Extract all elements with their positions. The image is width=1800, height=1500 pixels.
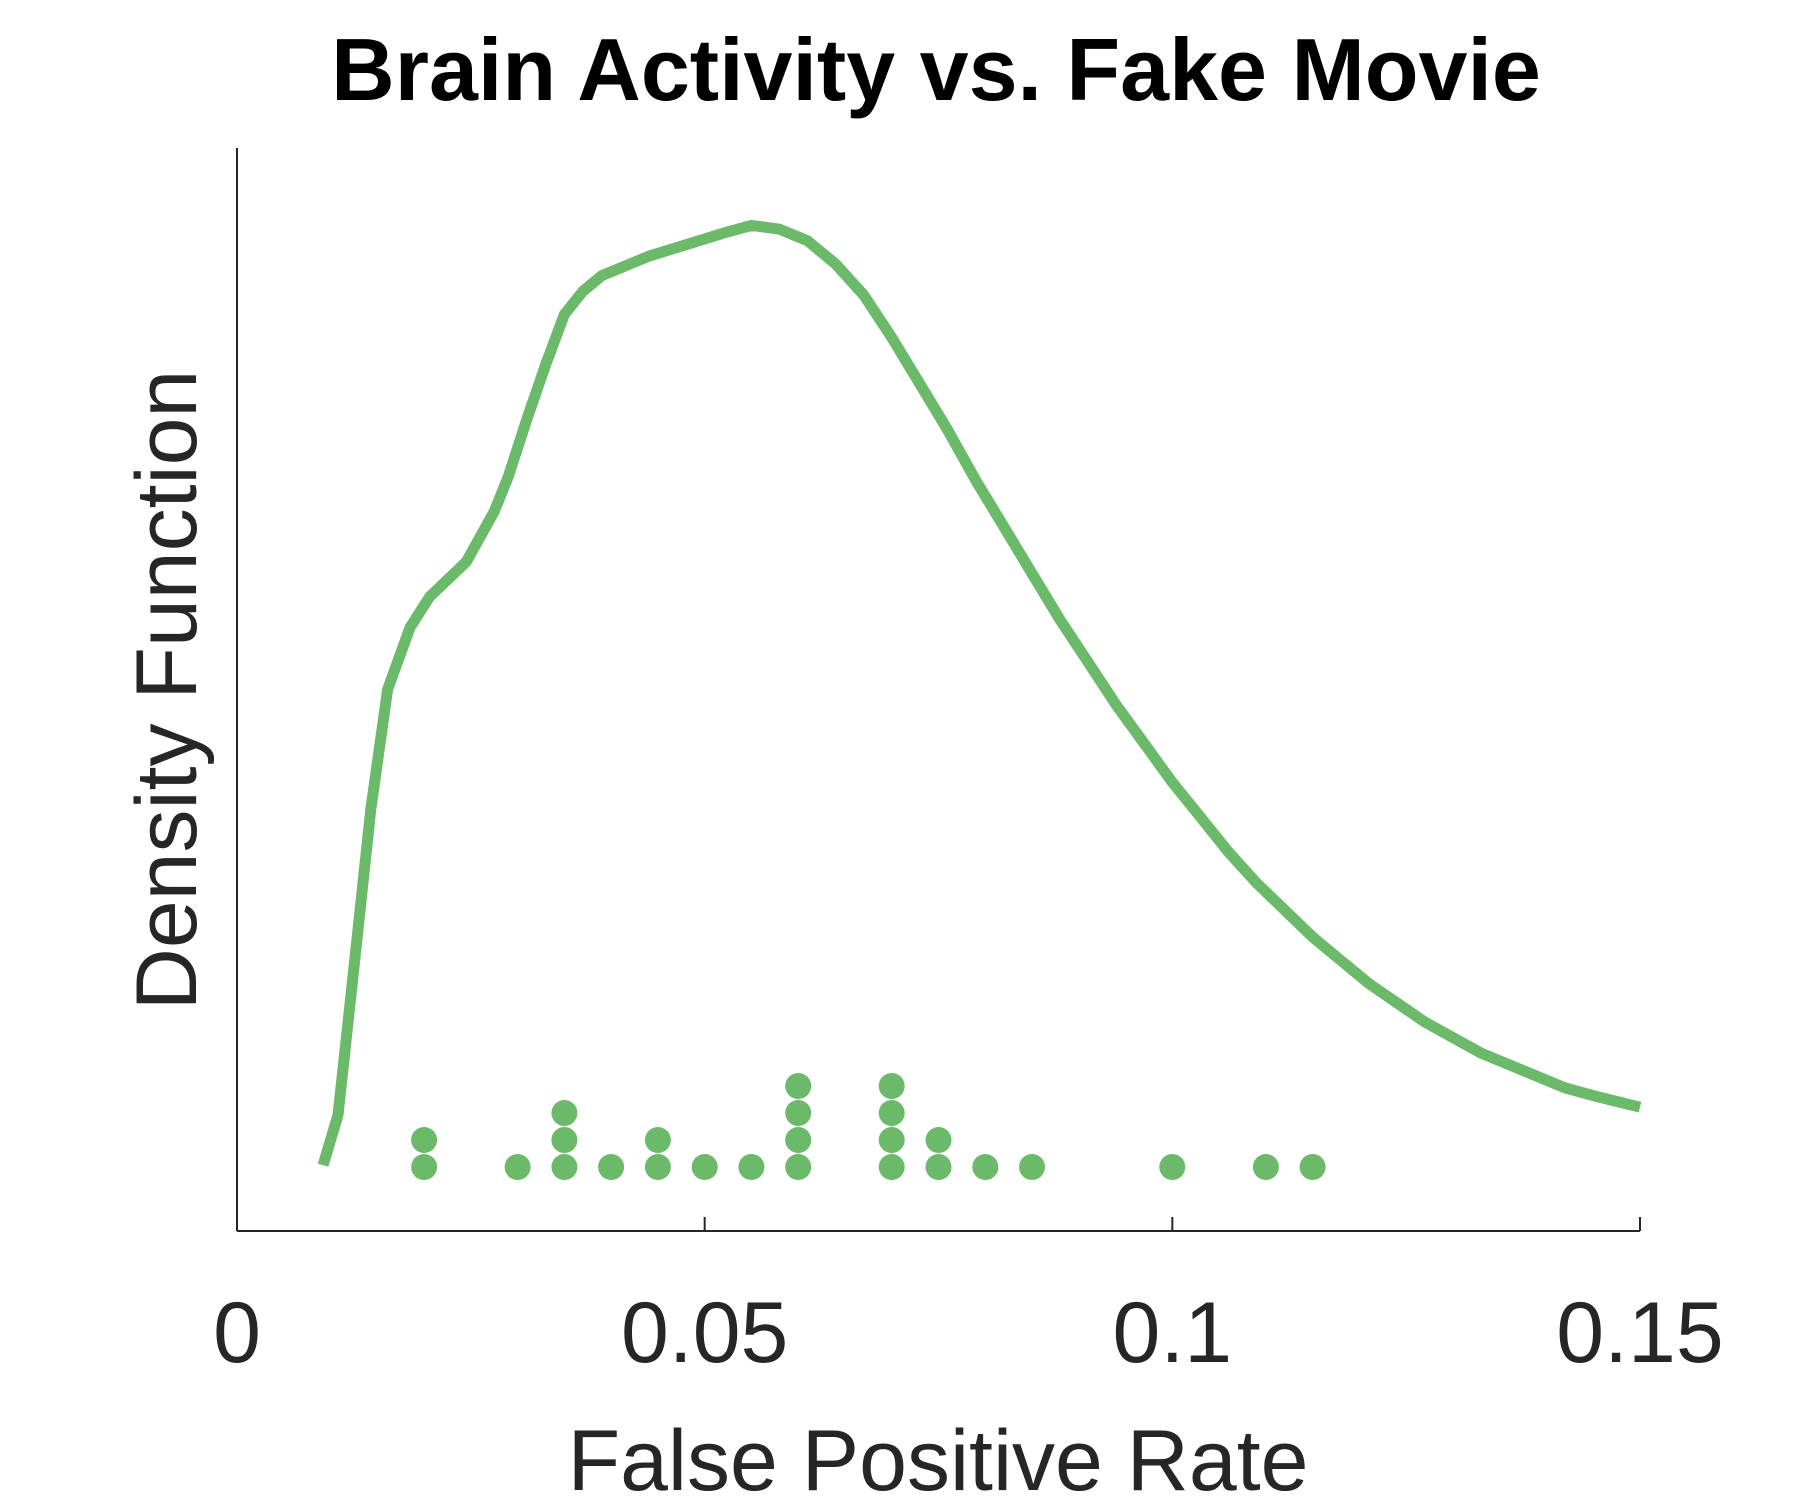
data-dot	[878, 1154, 905, 1180]
data-dot	[1299, 1154, 1326, 1180]
data-dot	[411, 1154, 438, 1180]
chart-title: Brain Activity vs. Fake Movie	[331, 20, 1541, 119]
data-dot	[644, 1154, 671, 1180]
data-dot	[878, 1100, 905, 1126]
data-dot	[691, 1154, 718, 1180]
data-dots	[411, 1073, 1326, 1180]
data-dot	[551, 1127, 578, 1153]
y-axis-label: Density Function	[119, 370, 215, 1011]
x-axis-ticks	[236, 1217, 1641, 1231]
data-dot	[785, 1154, 812, 1180]
plot-area: 0 0.05 0.1 0.15	[213, 148, 1724, 1381]
x-tick-label: 0.15	[1556, 1285, 1723, 1381]
data-dot	[925, 1154, 952, 1180]
x-tick-label: 0.05	[621, 1285, 788, 1381]
data-dot	[1252, 1154, 1279, 1180]
data-dot	[644, 1127, 671, 1153]
x-tick-label: 0	[213, 1285, 261, 1381]
data-dot	[878, 1073, 905, 1099]
data-dot	[878, 1127, 905, 1153]
data-dot	[1019, 1154, 1045, 1180]
density-curve	[317, 219, 1642, 1167]
x-axis-label: False Positive Rate	[568, 1413, 1309, 1500]
data-dot	[785, 1100, 812, 1126]
x-axis-tick-labels: 0 0.05 0.1 0.15	[213, 1285, 1724, 1381]
x-tick-label: 0.1	[1113, 1285, 1233, 1381]
data-dot	[785, 1073, 812, 1099]
data-dot	[551, 1100, 578, 1126]
data-dot	[598, 1154, 625, 1180]
data-dot	[551, 1154, 578, 1180]
data-dot	[1159, 1154, 1186, 1180]
data-dot	[411, 1127, 438, 1153]
data-dot	[785, 1127, 812, 1153]
data-dot	[504, 1154, 531, 1180]
data-dot	[738, 1154, 765, 1180]
data-dot	[925, 1127, 952, 1153]
data-dot	[972, 1154, 999, 1180]
